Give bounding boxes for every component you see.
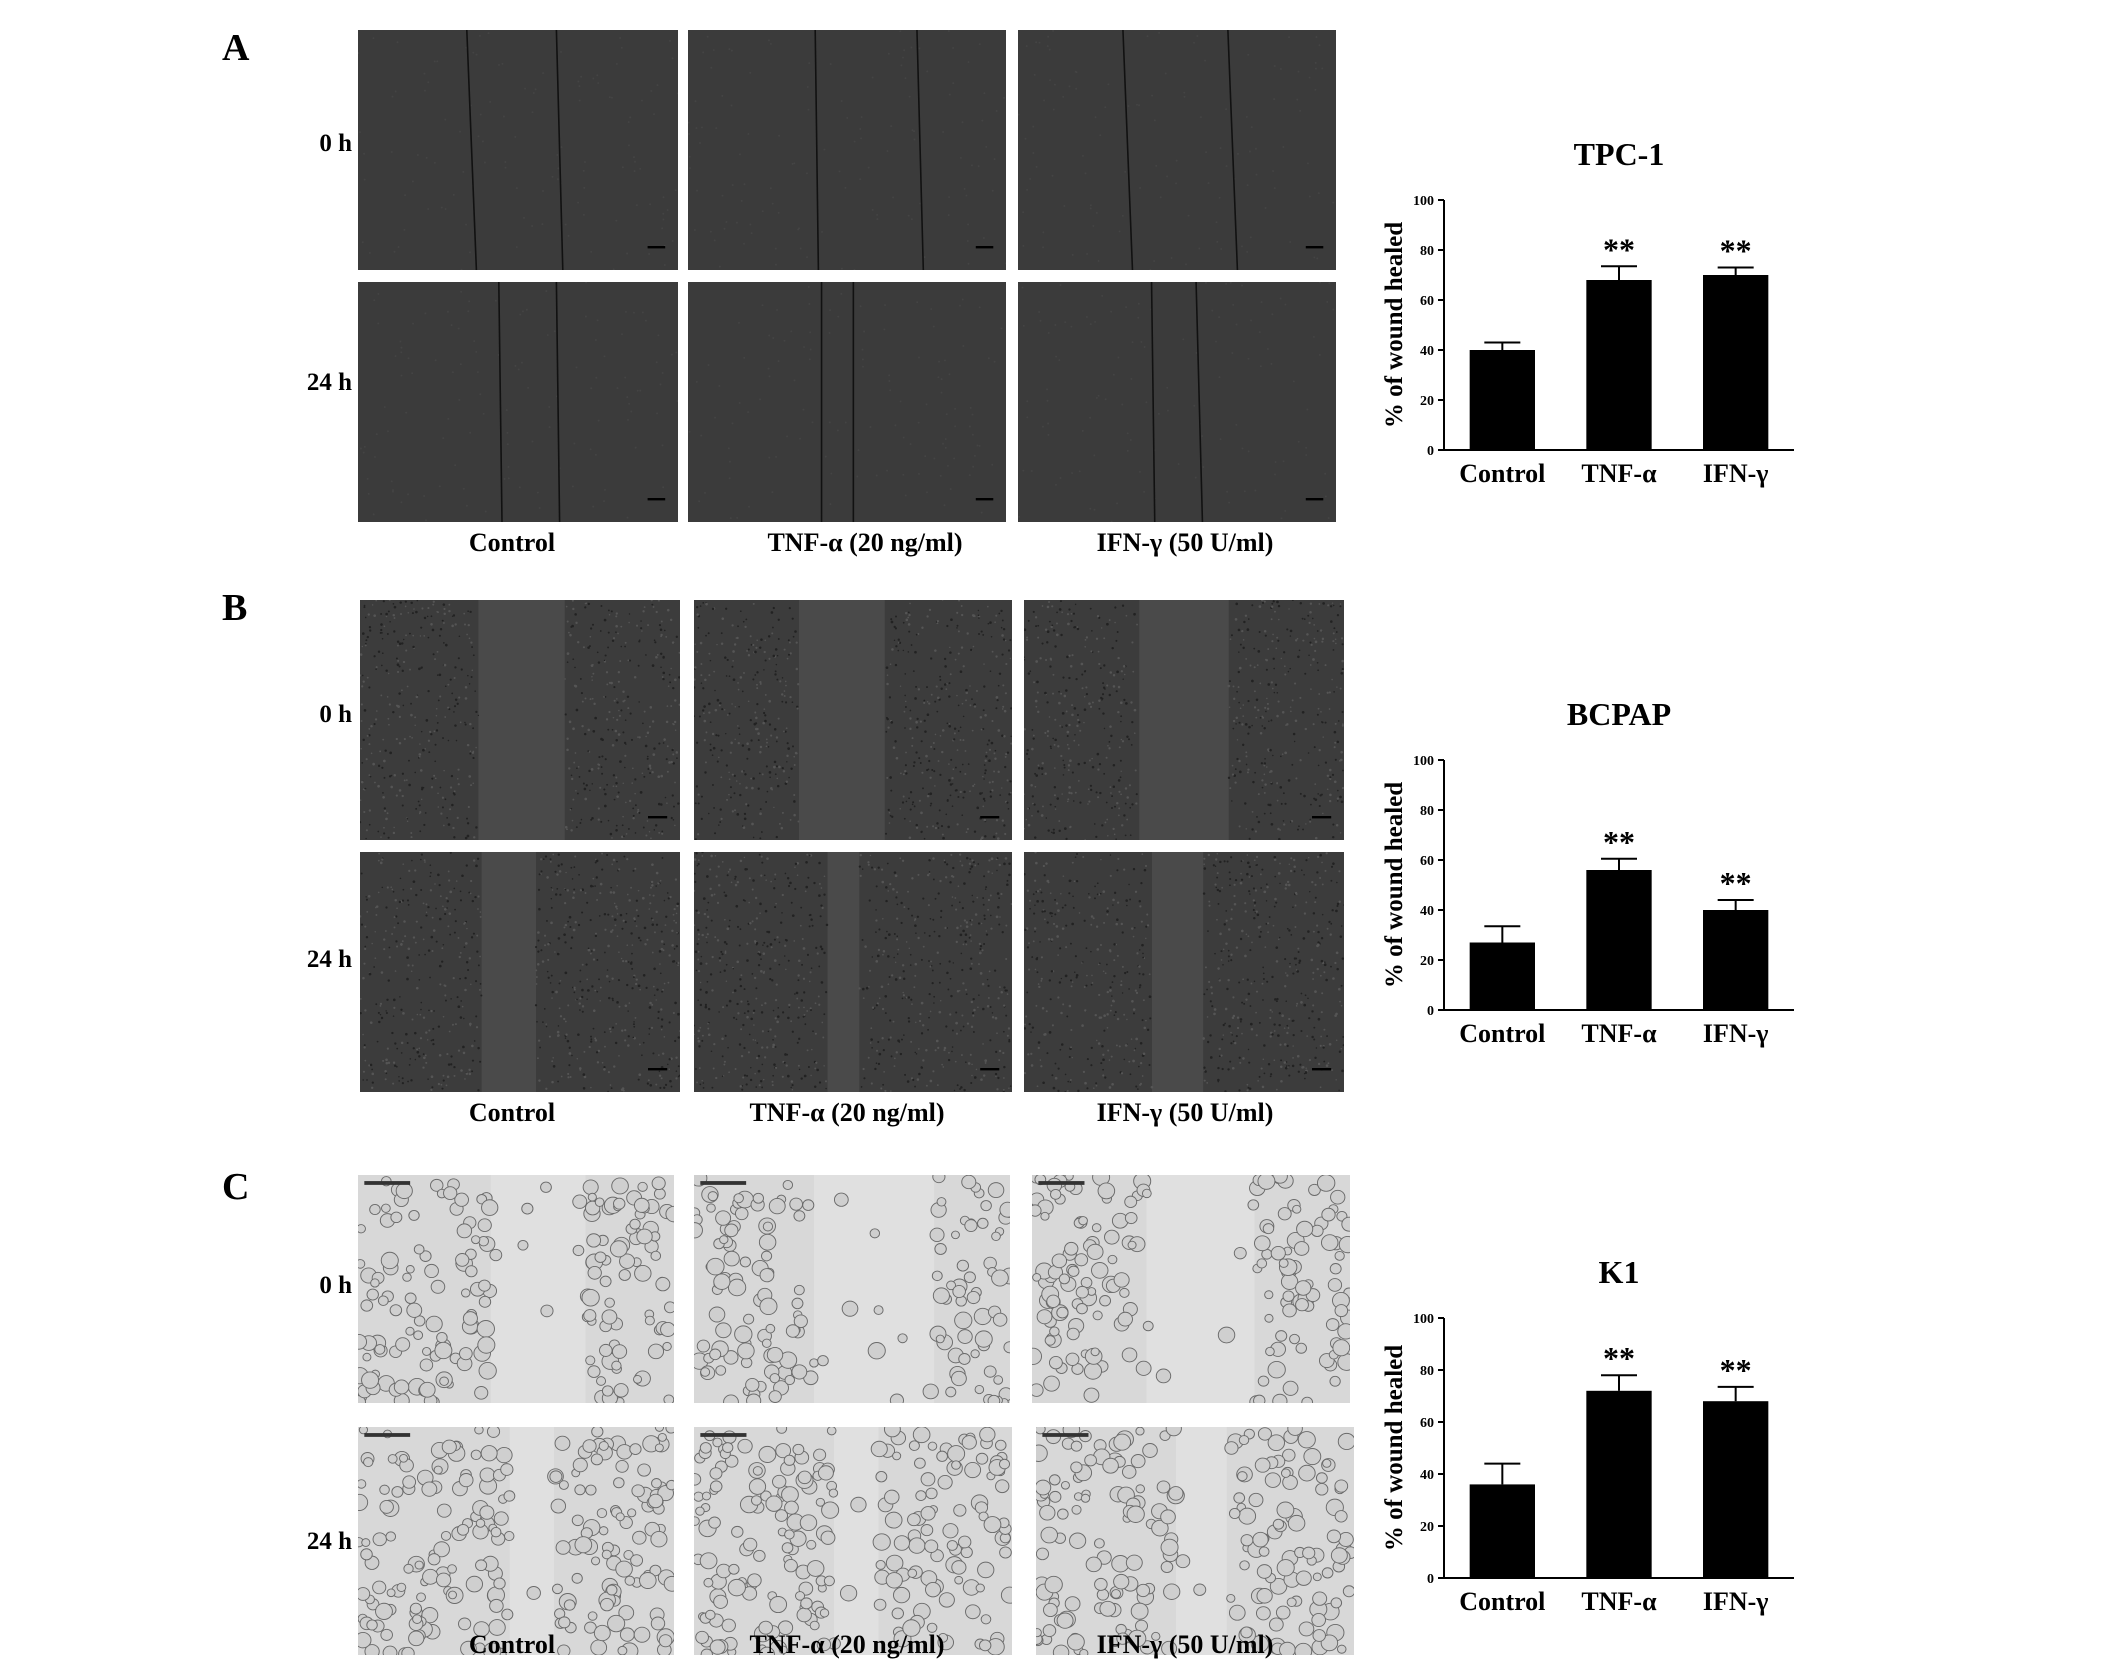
y-tick-label: 60 — [1420, 1416, 1434, 1431]
category-label: IFN-γ — [1703, 1019, 1769, 1048]
panel-a-row-label-24h: 24 h — [306, 369, 352, 396]
category-label: IFN-γ — [1703, 459, 1769, 488]
panel-c-label-ifn: IFN-γ (50 U/ml) — [1096, 1630, 1274, 1659]
y-tick-label: 80 — [1420, 244, 1434, 259]
chart-title: K1 — [1599, 1254, 1640, 1290]
panel-b-label-ifn: IFN-γ (50 U/ml) — [1096, 1098, 1274, 1127]
micrograph-b-control-24h — [360, 852, 680, 1092]
panel-letter-a: A — [222, 27, 250, 69]
significance-marker: ** — [1720, 1352, 1752, 1388]
y-tick-label: 0 — [1427, 1572, 1434, 1587]
significance-marker: ** — [1603, 824, 1635, 860]
micrograph-b-control-0h — [360, 600, 680, 840]
y-tick-label: 0 — [1427, 444, 1434, 459]
y-axis-label: % of wound healed — [1381, 222, 1408, 428]
category-label: Control — [1459, 1019, 1545, 1048]
chart-title: BCPAP — [1567, 696, 1671, 732]
micrograph-b-ifn-24h — [1024, 852, 1344, 1092]
y-tick-label: 0 — [1427, 1004, 1434, 1019]
bar — [1469, 1484, 1535, 1578]
y-tick-label: 60 — [1420, 854, 1434, 869]
y-tick-label: 60 — [1420, 294, 1434, 309]
y-tick-label: 40 — [1420, 1468, 1434, 1483]
panel-c-row-label-0h: 0 h — [319, 1272, 352, 1299]
chart-svg: K1 % of wound healed 0 20 40 60 80 100 Control **… — [1381, 1254, 1794, 1616]
y-tick-label: 20 — [1420, 1520, 1434, 1535]
panel-c-row-label-24h: 24 h — [306, 1528, 352, 1555]
category-label: Control — [1459, 1587, 1545, 1616]
panel-b-row-label-0h: 0 h — [319, 701, 352, 728]
category-label: TNF-α — [1581, 1019, 1657, 1048]
micrograph-c-ifn-0h — [1032, 1175, 1350, 1403]
panel-c-label-tnf: TNF-α (20 ng/ml) — [749, 1630, 945, 1659]
bar — [1703, 910, 1769, 1010]
micrograph-a-tnf-24h — [688, 282, 1006, 522]
y-tick-label: 40 — [1420, 904, 1434, 919]
y-axis-label: % of wound healed — [1381, 782, 1408, 988]
y-tick-label: 80 — [1420, 1364, 1434, 1379]
y-tick-label: 100 — [1413, 1312, 1434, 1327]
bar — [1469, 942, 1535, 1010]
chart-bcpap: BCPAP % of wound healed 0 20 40 60 80 100 Contro… — [1380, 680, 1820, 1100]
panel-b-row-label-24h: 24 h — [306, 946, 352, 973]
y-tick-label: 20 — [1420, 954, 1434, 969]
category-label: TNF-α — [1581, 1587, 1657, 1616]
bar — [1586, 870, 1652, 1010]
micrograph-a-control-0h — [358, 30, 678, 270]
category-label: TNF-α — [1581, 459, 1657, 488]
micrograph-c-tnf-0h — [694, 1175, 1010, 1403]
micrograph-a-control-24h — [358, 282, 678, 522]
y-tick-label: 100 — [1413, 754, 1434, 769]
y-tick-label: 40 — [1420, 344, 1434, 359]
micrograph-a-ifn-24h — [1018, 282, 1336, 522]
panel-a-label-ifn: IFN-γ (50 U/ml) — [1096, 528, 1274, 557]
chart-tpc1: TPC-1 % of wound healed 0 20 40 60 80 100 Contro… — [1380, 120, 1820, 540]
panel-a-label-tnf: TNF-α (20 ng/ml) — [767, 528, 963, 557]
significance-marker: ** — [1603, 1340, 1635, 1376]
micrograph-b-ifn-0h — [1024, 600, 1344, 840]
y-tick-label: 100 — [1413, 194, 1434, 209]
micrograph-c-ifn-24h — [1036, 1427, 1354, 1655]
micrograph-b-tnf-0h — [694, 600, 1012, 840]
panel-a-label-control: Control — [468, 528, 556, 557]
chart-k1: K1 % of wound healed 0 20 40 60 80 100 Control **… — [1380, 1238, 1820, 1668]
y-axis-label: % of wound healed — [1381, 1345, 1408, 1551]
panel-letter-b: B — [222, 587, 248, 629]
panel-b-label-tnf: TNF-α (20 ng/ml) — [749, 1098, 945, 1127]
micrograph-c-tnf-24h — [694, 1427, 1012, 1655]
bar — [1586, 280, 1652, 450]
panel-a-row-label-0h: 0 h — [319, 130, 352, 157]
micrograph-c-control-0h — [358, 1175, 674, 1403]
micrograph-c-control-24h — [358, 1427, 674, 1655]
chart-svg: BCPAP % of wound healed 0 20 40 60 80 100 Contro… — [1381, 696, 1794, 1048]
y-tick-label: 20 — [1420, 394, 1434, 409]
category-label: Control — [1459, 459, 1545, 488]
micrograph-a-ifn-0h — [1018, 30, 1336, 270]
bar — [1469, 350, 1535, 450]
bar — [1703, 1401, 1769, 1578]
significance-marker: ** — [1603, 231, 1635, 267]
panel-c-label-control: Control — [468, 1630, 556, 1659]
significance-marker: ** — [1720, 865, 1752, 901]
micrograph-b-tnf-24h — [694, 852, 1012, 1092]
bar — [1586, 1390, 1652, 1578]
chart-title: TPC-1 — [1574, 136, 1665, 172]
micrograph-a-tnf-0h — [688, 30, 1006, 270]
panel-letter-c: C — [222, 1166, 250, 1208]
category-label: IFN-γ — [1703, 1587, 1769, 1616]
significance-marker: ** — [1720, 233, 1752, 269]
bar — [1703, 275, 1769, 450]
chart-svg: TPC-1 % of wound healed 0 20 40 60 80 100 Contro… — [1381, 136, 1794, 488]
panel-b-label-control: Control — [468, 1098, 556, 1127]
y-tick-label: 80 — [1420, 804, 1434, 819]
